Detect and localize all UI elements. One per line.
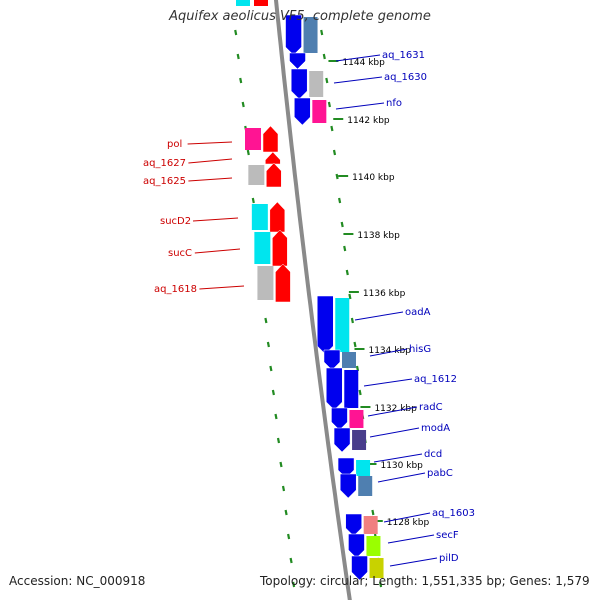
map-title: Aquifex aeolicus VF5, complete genome [169,9,431,24]
accession-text: Accession: NC_000918 [9,574,146,588]
forward-gene-label: sucD2 [160,216,191,227]
scale-label: 1142 kbp [347,116,390,126]
reverse-cog-box [356,460,371,476]
scale-label: 1138 kbp [357,231,400,241]
scale-label: 1130 kbp [380,461,423,471]
reverse-leader-line [333,76,383,84]
reverse-cog-box [309,71,324,97]
reverse-gene-label: radC [419,402,443,413]
reverse-gene-arrow [348,533,365,559]
reverse-cog-box [303,17,318,53]
forward-leader-line [194,248,241,254]
reverse-leader-line [367,406,418,417]
reverse-leader-line [363,378,413,387]
forward-gene-label: aq_1627 [143,158,186,169]
reverse-cog-box [363,516,378,534]
reverse-gene-arrow [339,473,357,499]
forward-cog-box [254,232,271,264]
forward-gene-arrow [275,263,291,303]
reverse-gene-label: dcd [424,449,442,460]
forward-gene-arrow [269,201,286,233]
scale-label: 1134 kbp [368,346,411,356]
reverse-leader-line [377,472,426,483]
forward-leader-line [199,285,245,290]
reverse-leader-line [373,453,423,463]
scale-label: 1132 kbp [374,404,417,414]
forward-gene-label: pol [167,139,182,150]
forward-leader-line [188,177,233,182]
reverse-gene-label: modA [421,423,450,434]
reverse-gene-label: nfo [386,98,402,109]
reverse-leader-line [369,348,408,357]
forward-tick-track [234,29,296,588]
reverse-gene-label: aq_1631 [382,50,425,61]
reverse-gene-arrow [317,295,334,355]
backbone-line [273,0,352,600]
reverse-gene-arrow [290,68,308,100]
reverse-gene-label: pabC [427,468,453,479]
reverse-gene-label: aq_1612 [414,374,457,385]
reverse-gene-arrow [323,349,341,371]
reverse-gene-arrow [345,513,362,537]
reverse-cog-box [341,352,356,368]
reverse-cog-box [335,298,350,352]
reverse-leader-line [383,512,431,523]
reverse-gene-label: aq_1630 [384,72,427,83]
reverse-gene-label: oadA [405,307,431,318]
reverse-gene-arrow [289,52,306,70]
reverse-gene-label: secF [436,530,459,541]
forward-cog-box [245,128,261,150]
forward-gene-label: sucC [168,248,192,259]
forward-leader-line [188,158,233,164]
reverse-gene-arrow [285,14,302,56]
reverse-gene-label: hisG [409,344,431,355]
reverse-cog-box [349,410,364,428]
reverse-cog-box [366,536,381,556]
reverse-leader-line [369,427,420,438]
forward-gene-arrow [262,125,279,153]
scale-label: 1144 kbp [342,58,385,68]
reverse-gene-label: pilD [439,553,459,564]
reverse-gene-arrow [294,97,311,126]
reverse-gene-arrow [326,367,343,411]
reverse-leader-line [335,102,385,110]
forward-gene-arrow [254,0,268,6]
forward-cog-box [248,165,265,185]
forward-gene-arrow [272,229,288,267]
genome-meta-text: Topology: circular; Length: 1,551,335 bp… [260,574,590,588]
reverse-gene-label: aq_1603 [432,508,475,519]
forward-gene-label: aq_1618 [154,284,197,295]
reverse-cog-box [312,100,327,123]
reverse-cog-box [352,430,367,450]
forward-leader-line [192,217,239,222]
scale-label: 1128 kbp [387,518,430,528]
forward-cog-box [236,0,250,6]
reverse-gene-arrow [351,555,368,581]
reverse-cog-box [344,370,359,408]
reverse-leader-line [387,534,435,544]
reverse-leader-line [389,557,438,567]
forward-leader-line [187,141,233,145]
scale-label: 1136 kbp [363,289,406,299]
scale-label: 1140 kbp [352,173,395,183]
forward-cog-box [257,266,274,300]
forward-gene-arrow [266,162,282,188]
reverse-leader-line [335,54,381,62]
forward-gene-arrow [265,151,281,165]
reverse-gene-arrow [333,427,351,453]
reverse-cog-box [358,476,373,496]
reverse-leader-line [354,311,404,321]
forward-gene-label: aq_1625 [143,176,186,187]
forward-cog-box [251,204,268,230]
reverse-gene-arrow [331,407,348,431]
reverse-cog-box [369,558,384,578]
